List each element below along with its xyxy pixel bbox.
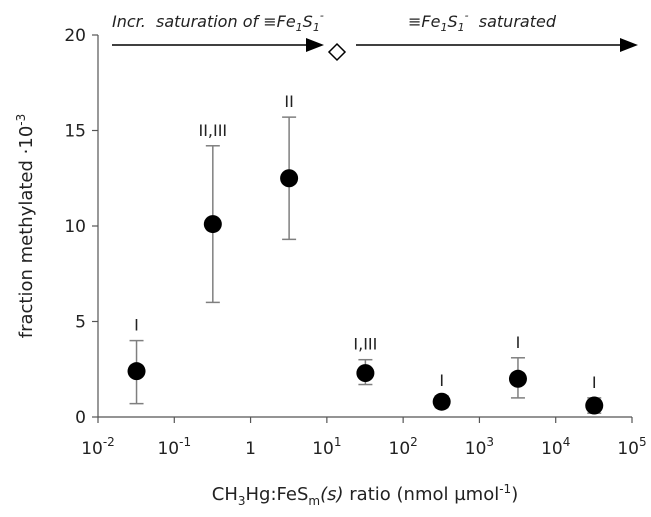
point bbox=[432, 392, 451, 411]
arrow-head bbox=[306, 38, 324, 52]
point bbox=[203, 215, 222, 234]
x-tick-label: 103 bbox=[465, 435, 494, 459]
sup: - bbox=[320, 9, 324, 22]
text: ratio (nmol µmol bbox=[344, 484, 500, 505]
text: S bbox=[303, 12, 313, 31]
tick-exp: -1 bbox=[179, 435, 191, 449]
text: Hg:FeS bbox=[246, 484, 309, 505]
point bbox=[508, 369, 527, 388]
tick-exp: 1 bbox=[334, 435, 342, 449]
x-tick-label: 10-1 bbox=[157, 435, 191, 459]
sub: 1 bbox=[296, 21, 303, 34]
y-tick-label: 5 bbox=[75, 313, 86, 333]
text: saturated bbox=[469, 12, 557, 31]
tick-base: 10 bbox=[617, 439, 639, 459]
tick-exp: 3 bbox=[486, 435, 494, 449]
point bbox=[127, 362, 146, 381]
point bbox=[585, 396, 604, 415]
arrow-head bbox=[620, 38, 638, 52]
tick-base: 10 bbox=[312, 439, 334, 459]
text: ) bbox=[511, 484, 518, 505]
tick-base: 10 bbox=[81, 439, 103, 459]
x-tick-label: 102 bbox=[389, 435, 418, 459]
sup: -1 bbox=[499, 482, 511, 496]
tick-exp: 4 bbox=[563, 435, 571, 449]
tick-exp: 2 bbox=[410, 435, 418, 449]
text: CH bbox=[212, 484, 238, 505]
y-tick-label: 20 bbox=[64, 26, 86, 46]
point-label: II,III bbox=[198, 121, 227, 140]
tick-exp: 5 bbox=[639, 435, 647, 449]
x-tick-label: 105 bbox=[617, 435, 646, 459]
tick-base: 10 bbox=[389, 439, 411, 459]
sub: m bbox=[308, 494, 320, 508]
y-tick-label: 0 bbox=[75, 408, 86, 428]
sup: - bbox=[465, 9, 469, 22]
annotation: ≡Fe1S1- saturated bbox=[408, 9, 557, 34]
text: ≡Fe bbox=[408, 12, 441, 31]
tick-base: 10 bbox=[157, 439, 179, 459]
point-label: I bbox=[516, 333, 521, 352]
x-tick-label: 1 bbox=[245, 439, 256, 459]
point-label: I bbox=[134, 316, 139, 335]
annotation: Incr. saturation of ≡Fe1S1- bbox=[112, 9, 324, 34]
text: (s) bbox=[320, 484, 343, 505]
point-label: II bbox=[284, 92, 293, 111]
x-tick-label: 104 bbox=[541, 435, 570, 459]
tick-exp: -2 bbox=[103, 435, 115, 449]
point bbox=[280, 169, 299, 188]
sub: 1 bbox=[440, 21, 447, 34]
sub: 3 bbox=[238, 494, 246, 508]
text: S bbox=[447, 12, 457, 31]
point-label: I bbox=[439, 371, 444, 390]
point bbox=[356, 364, 375, 383]
text: Incr. saturation of ≡Fe bbox=[112, 12, 296, 31]
tick-base: 10 bbox=[465, 439, 487, 459]
diamond bbox=[327, 42, 347, 62]
sup: -3 bbox=[14, 114, 28, 126]
y-axis-label: fraction methylated ·10-3 bbox=[14, 114, 37, 339]
sub: 1 bbox=[458, 21, 465, 34]
y-tick-label: 15 bbox=[64, 122, 86, 142]
text: fraction methylated ·10 bbox=[16, 126, 37, 339]
tick-base: 10 bbox=[541, 439, 563, 459]
x-axis-label: CH3Hg:FeSm(s) ratio (nmol µmol-1) bbox=[212, 482, 518, 508]
x-tick-label: 10-2 bbox=[81, 435, 115, 459]
y-tick-label: 10 bbox=[64, 217, 86, 237]
x-tick-label: 101 bbox=[312, 435, 341, 459]
point-label: I bbox=[592, 373, 597, 392]
sub: 1 bbox=[313, 21, 320, 34]
point-label: I,III bbox=[353, 335, 377, 354]
